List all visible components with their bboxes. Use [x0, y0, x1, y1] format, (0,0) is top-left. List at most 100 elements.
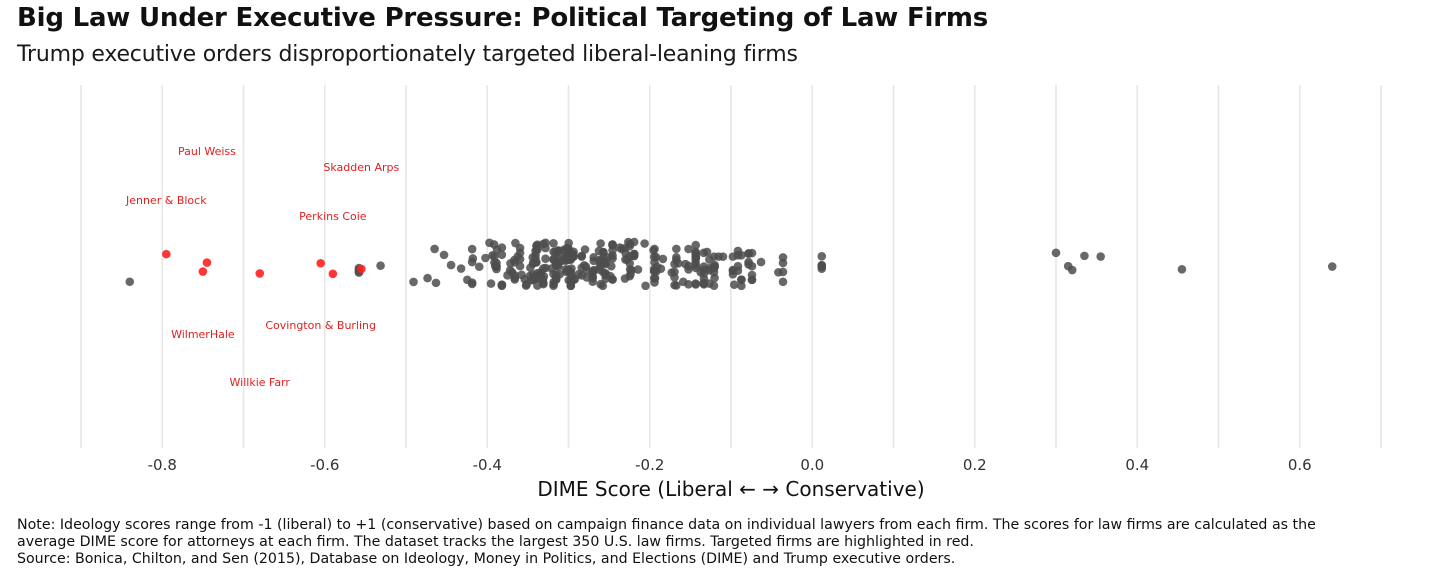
firm-point [486, 279, 496, 288]
firm-point [596, 255, 605, 264]
x-tick-label: 0.2 [963, 456, 987, 474]
x-tick-label: -0.4 [473, 456, 502, 474]
firm-point [549, 254, 558, 264]
targeted-firm-point [316, 258, 325, 268]
targeted-firm-label: Perkins Coie [299, 210, 367, 223]
firm-point [747, 261, 757, 271]
firm-point [641, 281, 650, 291]
firm-point [608, 246, 617, 255]
firm-point [485, 238, 494, 248]
firm-point [625, 271, 635, 281]
targeted-firm-label: Covington & Burling [265, 319, 376, 332]
firm-point [430, 244, 439, 254]
firm-point [778, 253, 788, 262]
firm-point [564, 238, 573, 248]
firm-point [756, 257, 766, 267]
firm-point [589, 265, 599, 275]
firm-point [672, 255, 681, 265]
firm-point [649, 273, 659, 283]
firm-point [601, 269, 610, 278]
x-axis-label: DIME Score (Liberal ← → Conservative) [537, 477, 924, 501]
note-line-1: Note: Ideology scores range from -1 (lib… [17, 517, 1316, 533]
firm-point [608, 254, 617, 263]
firm-point [629, 249, 639, 259]
firm-point [608, 240, 617, 249]
firm-point [549, 239, 558, 248]
firm-point [125, 277, 135, 287]
targeted-firm-label: Willkie Farr [230, 376, 291, 389]
firm-point [554, 262, 563, 272]
targeted-firm-point [198, 267, 208, 276]
firm-point [564, 265, 573, 274]
firm-point [733, 261, 743, 271]
x-tick-label: 0.6 [1288, 456, 1312, 474]
firm-point [1096, 252, 1105, 261]
chart-subtitle: Trump executive orders disproportionatel… [17, 42, 798, 67]
x-tick-label: -0.6 [310, 456, 339, 474]
firm-point [510, 271, 520, 280]
firm-point [658, 254, 668, 264]
firm-point [650, 244, 659, 254]
firm-point [515, 243, 525, 253]
firm-point [492, 258, 501, 268]
firm-point [1177, 265, 1187, 274]
firm-point [577, 271, 587, 280]
firm-point [541, 254, 550, 264]
firm-point [817, 260, 827, 270]
firm-point [684, 244, 693, 254]
firm-point [539, 264, 548, 273]
firm-point [684, 280, 693, 289]
firm-points [125, 237, 1337, 291]
firm-point [633, 265, 643, 274]
firm-point [497, 280, 507, 289]
firm-point [521, 281, 531, 290]
firm-point [569, 252, 578, 261]
firm-point [709, 268, 719, 277]
firm-point [446, 260, 456, 270]
firm-point [699, 262, 709, 271]
plot-area: Paul Weiss Skadden Arps Jenner & Block Perk… [80, 85, 1382, 501]
firm-point [488, 250, 497, 260]
firm-point [817, 251, 827, 261]
firm-point [625, 259, 635, 268]
firm-point [705, 255, 714, 264]
firm-point [456, 264, 466, 273]
firm-point [710, 260, 719, 270]
firm-point [554, 246, 563, 255]
firm-point [596, 279, 605, 289]
firm-point [467, 244, 477, 254]
firm-point [699, 248, 709, 258]
targeted-firm-point [357, 264, 366, 274]
firm-point [474, 262, 484, 272]
firm-point [561, 256, 571, 266]
firm-point [691, 240, 701, 250]
firm-point [577, 252, 587, 261]
firm-point [599, 247, 608, 257]
firm-point [580, 245, 590, 254]
x-tick-label: 0.0 [800, 456, 824, 474]
firm-point [439, 250, 449, 260]
firm-point [672, 281, 681, 290]
firm-point [431, 278, 441, 288]
firm-point [1327, 262, 1337, 271]
firm-point [649, 252, 659, 262]
firm-point [481, 253, 490, 263]
firm-point [778, 277, 788, 287]
firm-point [541, 238, 550, 248]
x-tick-label: -0.2 [635, 456, 664, 474]
targeted-firm-point [202, 258, 212, 267]
note-line-3: Source: Bonica, Chilton, and Sen (2015),… [17, 551, 956, 567]
firm-point [376, 261, 385, 270]
firm-point [615, 243, 625, 252]
firm-point [467, 257, 477, 267]
firm-point [497, 243, 507, 252]
firm-point [737, 281, 746, 291]
targeted-labels: Paul Weiss Skadden Arps Jenner & Block Perk… [125, 145, 399, 389]
targeted-firm-point [328, 269, 338, 279]
firm-point [729, 280, 739, 289]
firm-point [533, 281, 542, 290]
firm-point [589, 252, 599, 262]
firm-point [1051, 248, 1061, 258]
firm-point [1080, 251, 1089, 261]
firm-point [532, 241, 541, 251]
